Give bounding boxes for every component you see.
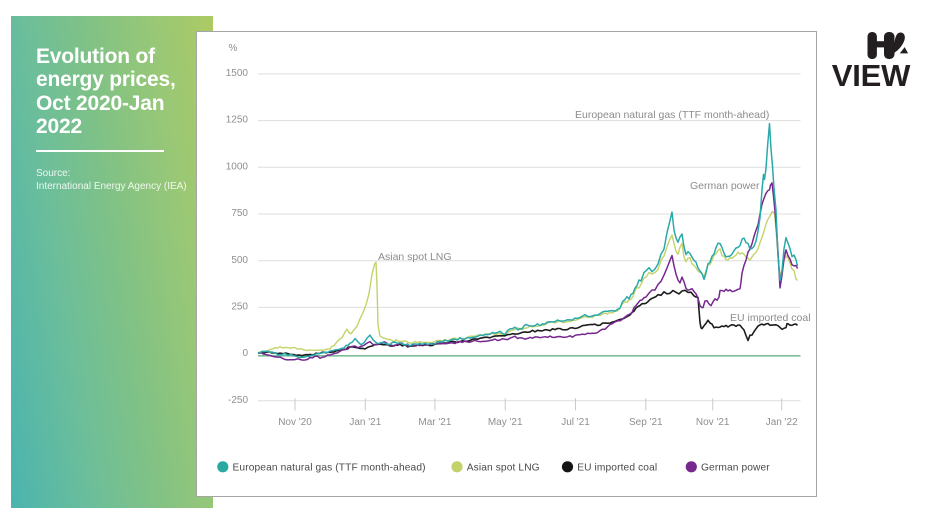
- svg-text:%: %: [229, 43, 238, 54]
- svg-text:750: 750: [231, 208, 248, 219]
- svg-text:EU imported coal: EU imported coal: [730, 312, 811, 324]
- svg-text:Nov '21: Nov '21: [696, 417, 730, 428]
- svg-text:-250: -250: [228, 395, 248, 406]
- svg-text:0: 0: [242, 348, 248, 359]
- svg-text:Jul '21: Jul '21: [561, 417, 590, 428]
- svg-text:Mar '21: Mar '21: [418, 417, 451, 428]
- svg-text:1500: 1500: [226, 68, 249, 79]
- svg-text:May '21: May '21: [488, 417, 523, 428]
- svg-text:German power: German power: [690, 180, 760, 192]
- svg-text:German power: German power: [701, 462, 770, 473]
- svg-text:Jan '21: Jan '21: [349, 417, 381, 428]
- svg-text:Asian spot LNG: Asian spot LNG: [378, 251, 452, 263]
- svg-text:250: 250: [231, 302, 248, 313]
- svg-text:Asian spot LNG: Asian spot LNG: [467, 462, 540, 473]
- svg-text:European natural gas (TTF mont: European natural gas (TTF month-ahead): [575, 109, 769, 121]
- svg-text:1000: 1000: [226, 161, 249, 172]
- svg-text:500: 500: [231, 255, 248, 266]
- svg-text:European natural gas (TTF mont: European natural gas (TTF month-ahead): [233, 462, 426, 473]
- svg-text:1250: 1250: [226, 115, 249, 126]
- svg-text:EU imported coal: EU imported coal: [577, 462, 657, 473]
- svg-text:Sep '21: Sep '21: [629, 417, 663, 428]
- svg-text:Jan '22: Jan '22: [766, 417, 798, 428]
- svg-text:Nov '20: Nov '20: [278, 417, 312, 428]
